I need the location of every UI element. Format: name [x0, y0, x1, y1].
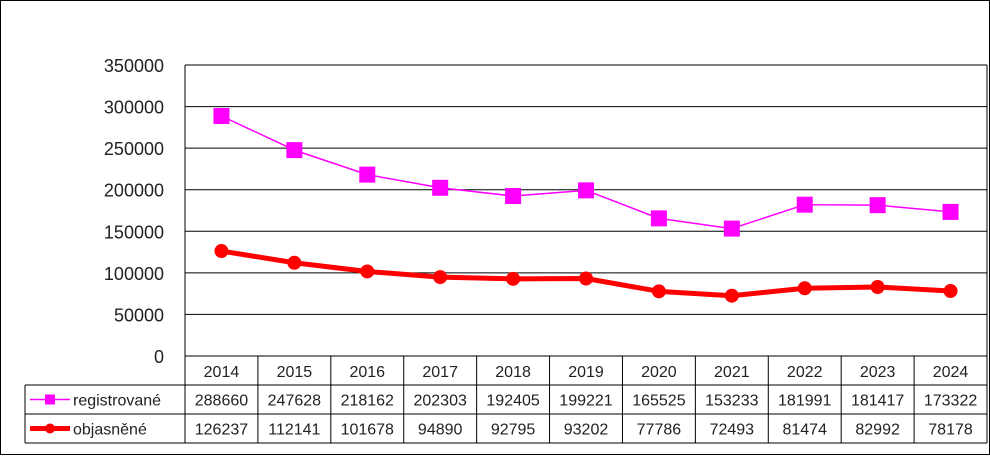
data-table-cell: 72493	[710, 422, 755, 439]
data-point-registrovane	[505, 188, 522, 205]
y-tick-label: 0	[154, 347, 164, 367]
data-point-objasnene	[360, 264, 375, 279]
data-point-objasnene	[943, 284, 958, 299]
data-table-cell: 101678	[341, 422, 394, 439]
data-table-cell: 94890	[418, 422, 463, 439]
x-tick-label: 2019	[568, 364, 604, 381]
data-table-cell: 165525	[632, 393, 685, 410]
x-tick-label: 2017	[422, 364, 458, 381]
data-table-cell: 181991	[778, 393, 831, 410]
data-point-registrovane	[359, 166, 376, 183]
y-tick-label: 250000	[104, 139, 164, 159]
data-point-objasnene	[870, 279, 885, 294]
data-table-cell: 82992	[855, 422, 900, 439]
data-point-objasnene	[287, 255, 302, 270]
data-table-cell: 288660	[195, 393, 248, 410]
data-point-registrovane	[723, 220, 740, 237]
data-point-registrovane	[286, 142, 303, 159]
legend-label: objasněné	[73, 422, 147, 439]
y-tick-label: 200000	[104, 181, 164, 201]
data-point-registrovane	[942, 203, 959, 220]
x-tick-label: 2018	[495, 364, 531, 381]
data-point-registrovane	[578, 182, 594, 199]
data-point-objasnene	[433, 270, 448, 285]
x-tick-label: 2021	[714, 364, 750, 381]
y-tick-label: 100000	[104, 264, 164, 284]
y-tick-label: 300000	[104, 98, 164, 118]
data-table-cell: 199221	[559, 393, 612, 410]
data-point-registrovane	[213, 107, 230, 124]
y-tick-label: 350000	[104, 56, 164, 76]
data-table-cell: 81474	[782, 422, 827, 439]
data-table-cell: 181417	[851, 393, 904, 410]
x-tick-label: 2016	[349, 364, 385, 381]
data-table-cell: 218162	[341, 393, 394, 410]
y-tick-label: 50000	[114, 305, 164, 325]
legend-label: registrované	[73, 393, 161, 410]
data-point-objasnene	[214, 244, 229, 259]
data-point-objasnene	[651, 284, 666, 299]
data-table-cell: 112141	[268, 422, 320, 439]
data-point-objasnene	[506, 271, 521, 286]
x-tick-label: 2023	[860, 364, 896, 381]
legend-marker-circle	[45, 423, 55, 434]
data-point-registrovane	[432, 179, 449, 196]
legend-marker-square	[45, 394, 55, 405]
data-table-cell: 153233	[705, 393, 758, 410]
data-point-registrovane	[869, 197, 886, 214]
data-point-objasnene	[579, 271, 593, 286]
data-point-registrovane	[650, 210, 667, 227]
data-point-registrovane	[796, 196, 813, 213]
data-table-cell: 78178	[928, 422, 973, 439]
x-tick-label: 2014	[204, 364, 240, 381]
data-point-objasnene	[724, 288, 739, 303]
data-table-cell: 192405	[486, 393, 539, 410]
x-tick-label: 2015	[277, 364, 313, 381]
data-table-cell: 126237	[195, 422, 248, 439]
data-table-cell: 92795	[491, 422, 536, 439]
data-point-objasnene	[797, 281, 812, 296]
y-tick-label: 150000	[104, 222, 164, 242]
data-table-cell: 202303	[413, 393, 466, 410]
x-tick-label: 2020	[641, 364, 677, 381]
data-table-cell: 77786	[637, 422, 682, 439]
data-table-cell: 93202	[564, 422, 609, 439]
data-table-cell: 173322	[924, 393, 977, 410]
x-tick-label: 2024	[933, 364, 969, 381]
x-tick-label: 2022	[787, 364, 823, 381]
data-table-cell: 247628	[268, 393, 321, 410]
